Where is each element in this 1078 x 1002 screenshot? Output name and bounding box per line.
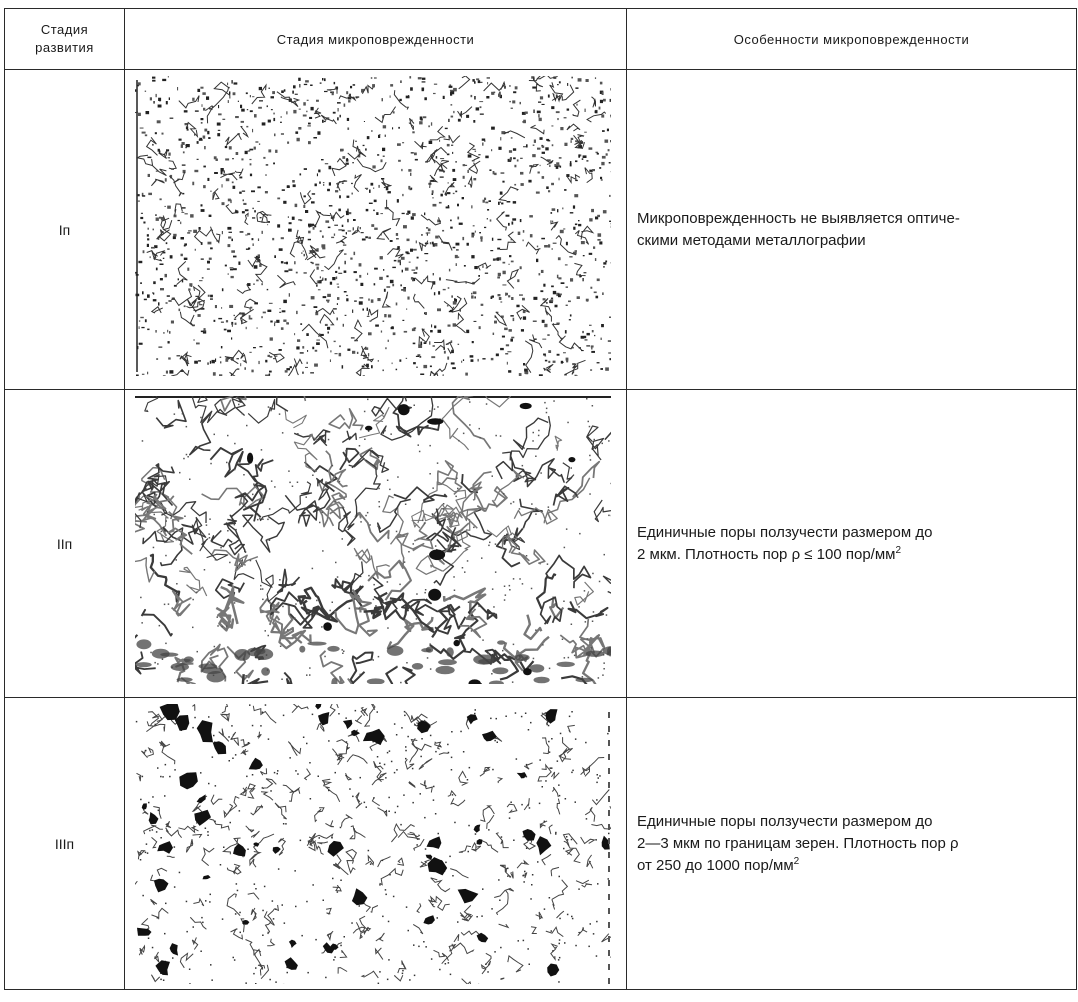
description-cell: Единичные поры ползучести размером до 2—… <box>626 697 1077 990</box>
micrograph-image <box>135 704 611 984</box>
desc-line: 2—3 мкм по границам зерен. Плотность пор… <box>637 834 959 852</box>
stage-cell: IIIп <box>4 697 125 990</box>
desc-line: Единичные поры ползучести размером до <box>637 812 933 830</box>
micro-damage-table: Стадия развития Стадия микроповрежденнос… <box>4 8 1077 990</box>
desc-line: 2 мкм. Плотность пор ρ ≤ 100 пор/мм <box>637 545 896 563</box>
micrograph-cell <box>124 389 627 698</box>
header-stage-line2: развития <box>35 40 94 55</box>
table-row: IIIп Единичные поры ползучести размером … <box>4 697 1077 990</box>
micrograph-cell <box>124 69 627 390</box>
header-features-col: Особенности микроповрежденности <box>626 8 1077 70</box>
table-row: IIп Единичные поры ползучести размером д… <box>4 389 1077 698</box>
header-stage: Стадия развития <box>4 8 125 70</box>
desc-line: Единичные поры ползучести размером до <box>637 523 933 541</box>
superscript: 2 <box>895 544 902 556</box>
header-stage-line1: Стадия <box>40 22 89 37</box>
stage-cell: IIп <box>4 389 125 698</box>
description-cell: Микроповрежденность не выявляется оптиче… <box>626 69 1077 390</box>
desc-line: Микроповрежденность не выявляется оптиче… <box>637 209 960 227</box>
desc-line: скими методами металлографии <box>637 231 866 249</box>
description-cell: Единичные поры ползучести размером до 2 … <box>626 389 1077 698</box>
table-row: Iп Микроповрежденность не выявляется опт… <box>4 69 1077 390</box>
micrograph-image <box>135 76 611 376</box>
stage-cell: Iп <box>4 69 125 390</box>
superscript: 2 <box>793 855 800 867</box>
micrograph-cell <box>124 697 627 990</box>
header-image-col: Стадия микроповрежденности <box>124 8 627 70</box>
table-header-row: Стадия развития Стадия микроповрежденнос… <box>4 8 1077 70</box>
desc-line: от 250 до 1000 пор/мм <box>637 856 794 874</box>
micrograph-image <box>135 396 611 684</box>
